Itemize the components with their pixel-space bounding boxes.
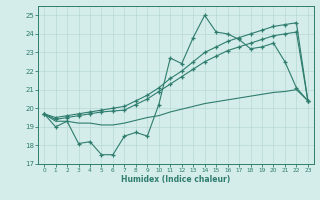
X-axis label: Humidex (Indice chaleur): Humidex (Indice chaleur) <box>121 175 231 184</box>
